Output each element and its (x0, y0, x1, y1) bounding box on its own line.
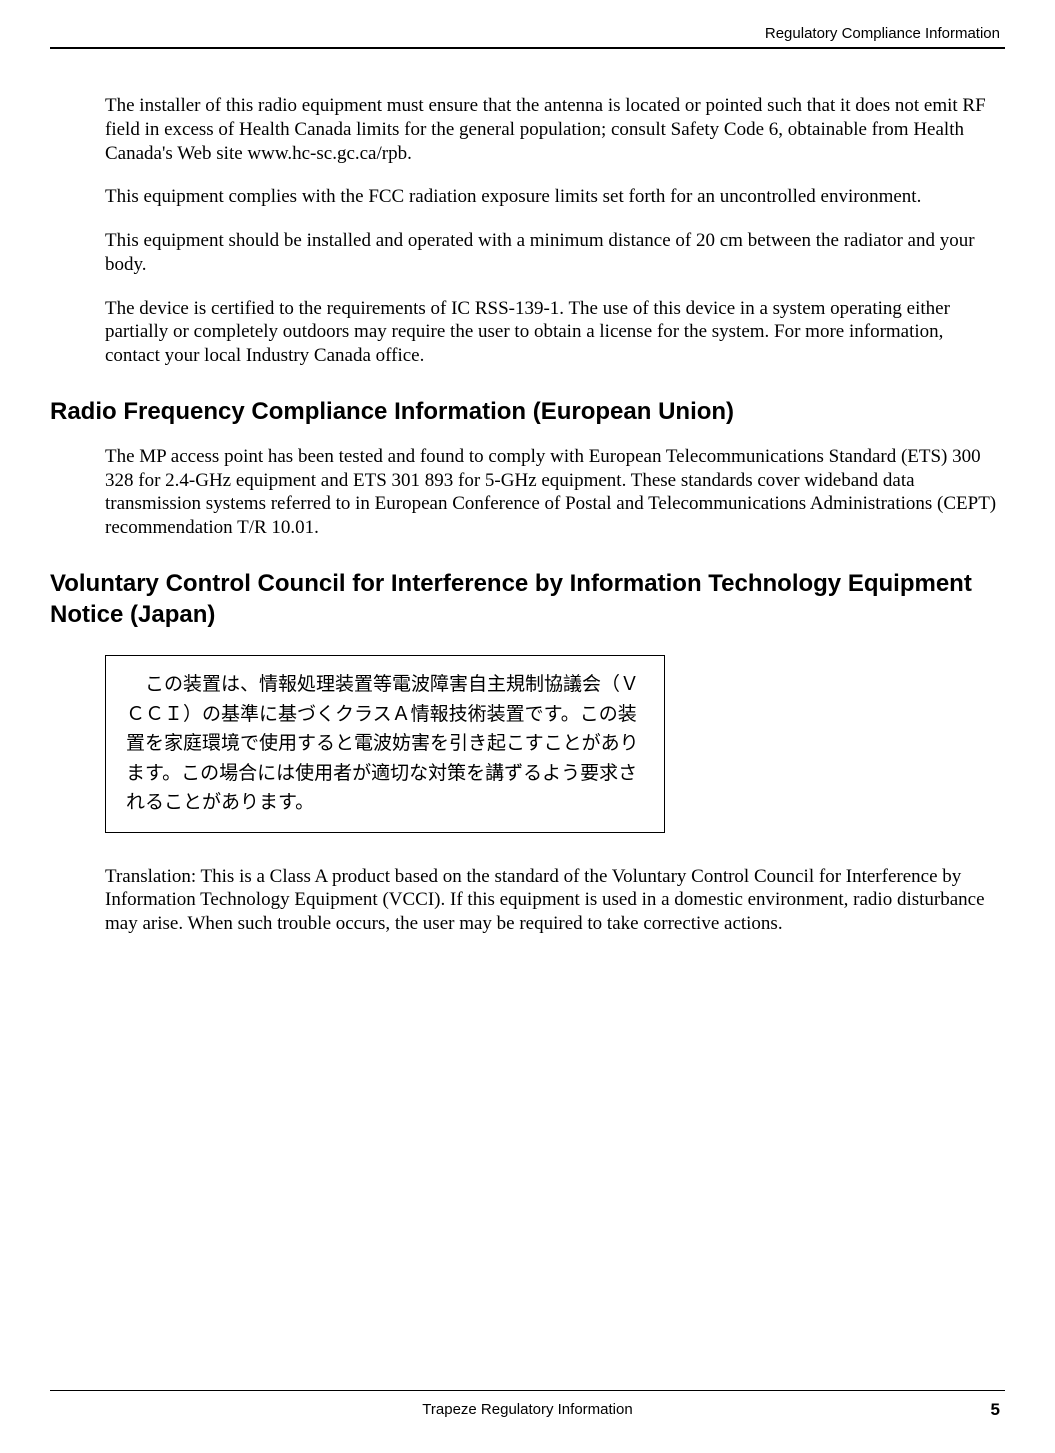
paragraph-6: Translation: This is a Class A product b… (105, 865, 1000, 936)
japanese-notice-box: この装置は、情報処理装置等電波障害自主規制協議会（ＶＣＣＩ）の基準に基づくクラス… (105, 655, 665, 832)
footer-content: Trapeze Regulatory Information 5 (50, 1401, 1005, 1418)
document-page: Regulatory Compliance Information The in… (0, 0, 1055, 1453)
header-rule (50, 47, 1005, 49)
paragraph-3: This equipment should be installed and o… (105, 229, 1000, 277)
footer-title: Trapeze Regulatory Information (422, 1401, 632, 1418)
header-text: Regulatory Compliance Information (50, 25, 1005, 42)
paragraph-1: The installer of this radio equipment mu… (105, 94, 1000, 165)
footer-rule (50, 1390, 1005, 1391)
heading-eu: Radio Frequency Compliance Information (… (50, 396, 1005, 427)
footer-page-number: 5 (991, 1400, 1000, 1420)
paragraph-5: The MP access point has been tested and … (105, 445, 1000, 540)
footer: Trapeze Regulatory Information 5 (50, 1390, 1005, 1418)
japanese-text: この装置は、情報処理装置等電波障害自主規制協議会（ＶＣＣＩ）の基準に基づくクラス… (126, 670, 644, 817)
paragraph-2: This equipment complies with the FCC rad… (105, 185, 1000, 209)
heading-japan: Voluntary Control Council for Interferen… (50, 568, 1005, 630)
paragraph-4: The device is certified to the requireme… (105, 297, 1000, 368)
